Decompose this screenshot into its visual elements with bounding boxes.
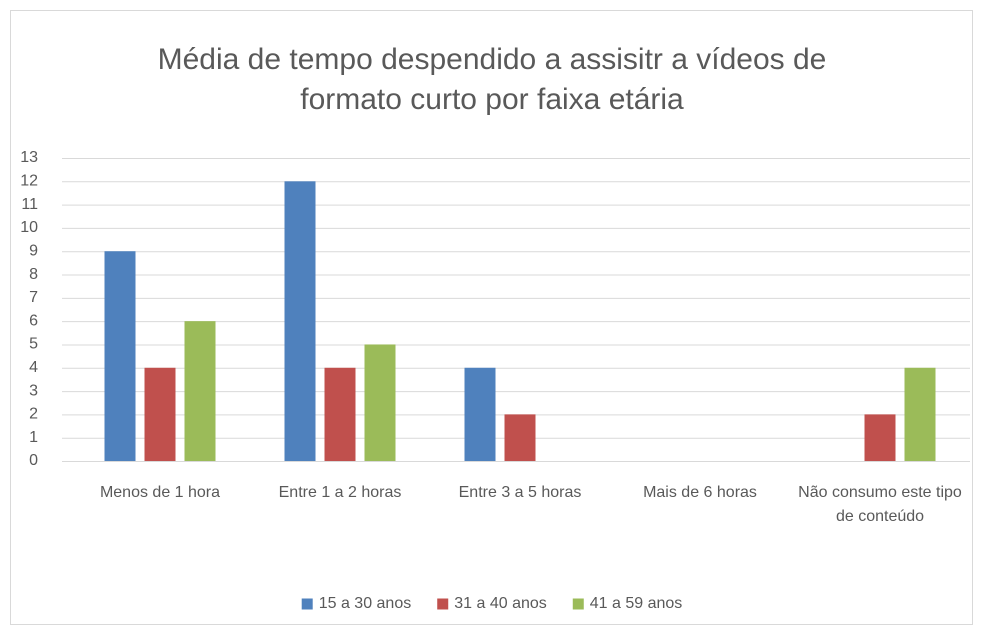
- x-tick-label: Não consumo este tipo de conteúdo: [798, 484, 962, 525]
- bar: [184, 321, 216, 461]
- legend-label: 15 a 30 anos: [319, 595, 412, 612]
- bar: [464, 367, 496, 461]
- legend-swatch: [301, 598, 313, 610]
- bar: [104, 251, 136, 461]
- y-tick-label: 3: [29, 382, 38, 399]
- bar: [144, 367, 176, 461]
- text-line: Menos de 1 hora: [100, 484, 220, 501]
- y-tick-label: 4: [29, 359, 38, 376]
- chart-border: [10, 10, 973, 625]
- y-tick-label: 0: [29, 452, 38, 469]
- y-tick-label: 11: [21, 196, 38, 213]
- y-tick-label: 12: [20, 173, 38, 190]
- text-line: Média de tempo despendido a assisitr a v…: [158, 43, 827, 76]
- y-tick-label: 13: [20, 149, 38, 166]
- text-line: Entre 1 a 2 horas: [279, 484, 402, 501]
- bar: [504, 414, 536, 461]
- text-line: Mais de 6 horas: [643, 484, 757, 501]
- bar: [864, 414, 896, 461]
- bar: [364, 344, 396, 461]
- y-tick-label: 5: [29, 336, 38, 353]
- bar: [324, 367, 356, 461]
- y-tick-label: 8: [29, 266, 38, 283]
- y-tick-label: 1: [29, 429, 38, 446]
- chart-title: Média de tempo despendido a assisitr a v…: [158, 43, 827, 116]
- bar: [284, 181, 316, 462]
- text-line: de conteúdo: [836, 508, 924, 525]
- legend-label: 31 a 40 anos: [454, 595, 547, 612]
- x-tick-label: Menos de 1 hora: [100, 484, 220, 501]
- y-tick-label: 2: [29, 406, 38, 423]
- y-tick-label: 6: [29, 312, 38, 329]
- y-tick-label: 9: [29, 242, 38, 259]
- legend-label: 41 a 59 anos: [590, 595, 683, 612]
- text-line: Entre 3 a 5 horas: [459, 484, 582, 501]
- y-tick-label: 10: [20, 219, 38, 236]
- x-tick-label: Entre 3 a 5 horas: [459, 484, 582, 501]
- x-tick-label: Entre 1 a 2 horas: [279, 484, 402, 501]
- y-tick-label: 7: [29, 289, 38, 306]
- bar: [904, 367, 936, 461]
- legend-swatch: [437, 598, 449, 610]
- legend-swatch: [572, 598, 584, 610]
- text-line: Não consumo este tipo: [798, 484, 962, 501]
- text-line: formato curto por faixa etária: [300, 83, 684, 116]
- x-tick-label: Mais de 6 horas: [643, 484, 757, 501]
